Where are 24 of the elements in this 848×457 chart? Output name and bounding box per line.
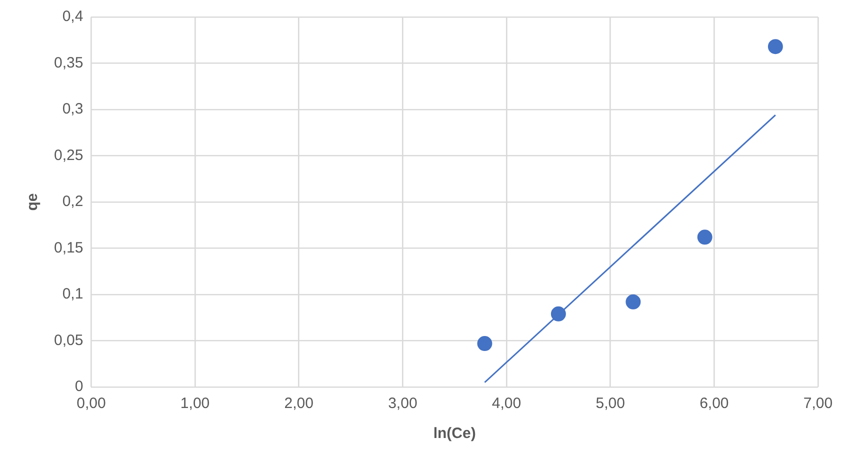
x-tick-label: 2,00 (284, 395, 314, 412)
x-axis-title: ln(Ce) (433, 425, 476, 442)
y-tick-label: 0,2 (62, 193, 84, 210)
point (697, 230, 712, 245)
y-tick-label: 0 (74, 378, 84, 396)
x-tick-label: 6,00 (700, 395, 729, 412)
point (477, 336, 492, 352)
point (550, 306, 566, 322)
x-tick-label: 4,00 (492, 395, 522, 412)
y-tick-label: 0,25 (54, 146, 84, 164)
y-tick-label: 0,05 (54, 332, 84, 349)
y-tick-label: 0,15 (54, 239, 84, 256)
y-tick-label: 0,4 (62, 8, 84, 26)
point (626, 294, 641, 310)
x-tick-label: 3,00 (388, 395, 418, 412)
point (768, 39, 783, 54)
y-axis-title: qe (24, 193, 42, 211)
y-tick-label: 0,35 (54, 54, 84, 72)
x-tick-label: 5,00 (596, 395, 625, 412)
x-tick-label: 7,00 (803, 395, 833, 412)
y-tick-label: 0,1 (62, 286, 84, 303)
y-tick-label: 0,3 (62, 100, 84, 118)
x-tick-label: 0,00 (76, 395, 106, 412)
x-tick-label: 1,00 (180, 395, 210, 412)
